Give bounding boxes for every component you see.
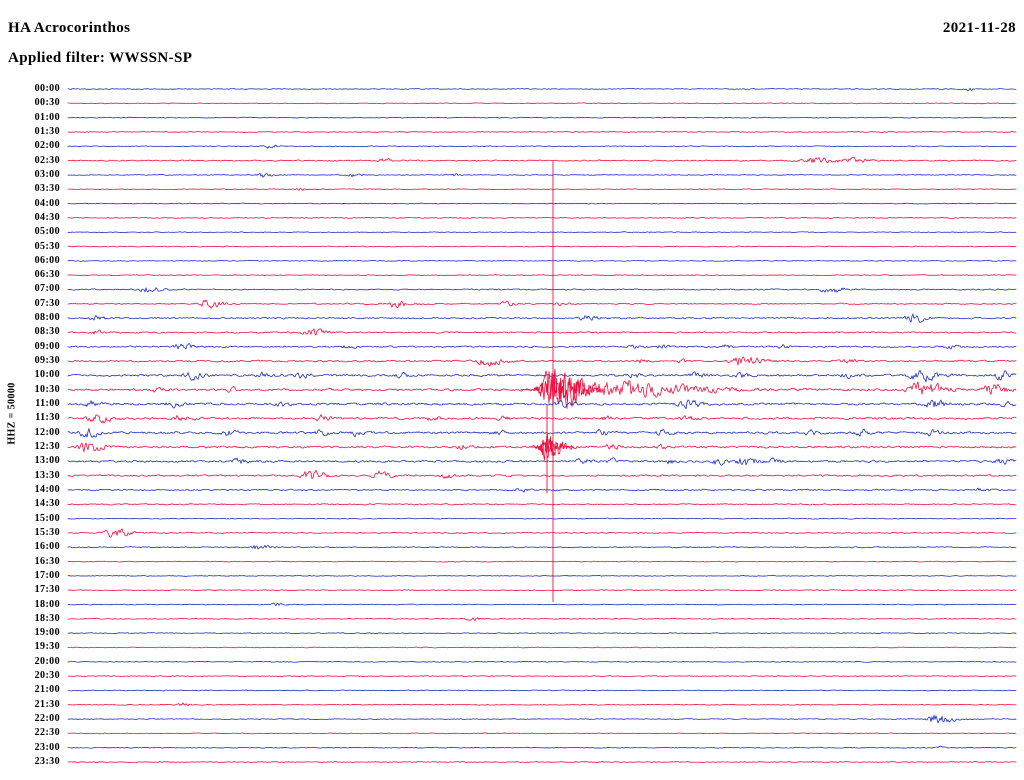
time-label: 20:30 — [34, 670, 60, 682]
time-label: 14:00 — [34, 483, 60, 495]
time-label: 00:30 — [34, 97, 60, 109]
time-label: 08:30 — [34, 326, 60, 338]
time-label: 08:00 — [34, 312, 60, 324]
time-label: 02:00 — [34, 140, 60, 152]
time-label: 15:00 — [34, 512, 60, 524]
time-label: 14:30 — [34, 498, 60, 510]
time-label: 19:30 — [34, 641, 60, 653]
time-label: 22:00 — [34, 713, 60, 725]
time-label: 20:00 — [34, 655, 60, 667]
time-label: 01:00 — [34, 111, 60, 123]
time-label: 05:30 — [34, 240, 60, 252]
time-label: 04:30 — [34, 211, 60, 223]
time-label: 10:00 — [34, 369, 60, 381]
time-label: 23:30 — [34, 756, 60, 768]
time-label: 03:00 — [34, 168, 60, 180]
time-label: 00:00 — [34, 83, 60, 94]
time-label: 03:30 — [34, 183, 60, 195]
date-label: 2021-11-28 — [942, 20, 1016, 36]
time-label: 13:00 — [34, 455, 60, 467]
time-label: 17:00 — [34, 569, 60, 581]
time-label: 12:00 — [34, 426, 60, 438]
time-label: 13:30 — [34, 469, 60, 481]
time-label: 09:30 — [34, 355, 60, 367]
time-label: 16:30 — [34, 555, 60, 567]
time-label: 04:00 — [34, 197, 60, 209]
time-label: 07:00 — [34, 283, 60, 295]
time-label: 19:00 — [34, 627, 60, 639]
time-label: 11:00 — [35, 398, 60, 410]
time-label: 07:30 — [34, 297, 60, 309]
time-label: 18:30 — [34, 612, 60, 624]
time-label: 21:00 — [34, 684, 60, 696]
time-label: 02:30 — [34, 154, 60, 166]
time-label: 18:00 — [34, 598, 60, 610]
time-label: 23:00 — [34, 741, 60, 753]
time-label: 17:30 — [34, 584, 60, 596]
time-label: 06:30 — [34, 269, 60, 281]
time-label: 21:30 — [34, 698, 60, 710]
time-label: 10:30 — [34, 383, 60, 395]
time-label: 11:30 — [35, 412, 60, 424]
filter-label: Applied filter: WWSSN-SP — [8, 50, 193, 66]
time-label: 15:30 — [34, 526, 60, 538]
time-label: 12:30 — [34, 441, 60, 452]
time-label: 22:30 — [34, 727, 60, 739]
station-title: HA Acrocorinthos — [8, 20, 131, 36]
time-label: 06:00 — [34, 254, 60, 266]
time-label: 09:00 — [34, 340, 60, 352]
time-label: 05:00 — [34, 226, 60, 238]
time-label: 01:30 — [34, 125, 60, 137]
time-label: 16:00 — [34, 541, 60, 553]
